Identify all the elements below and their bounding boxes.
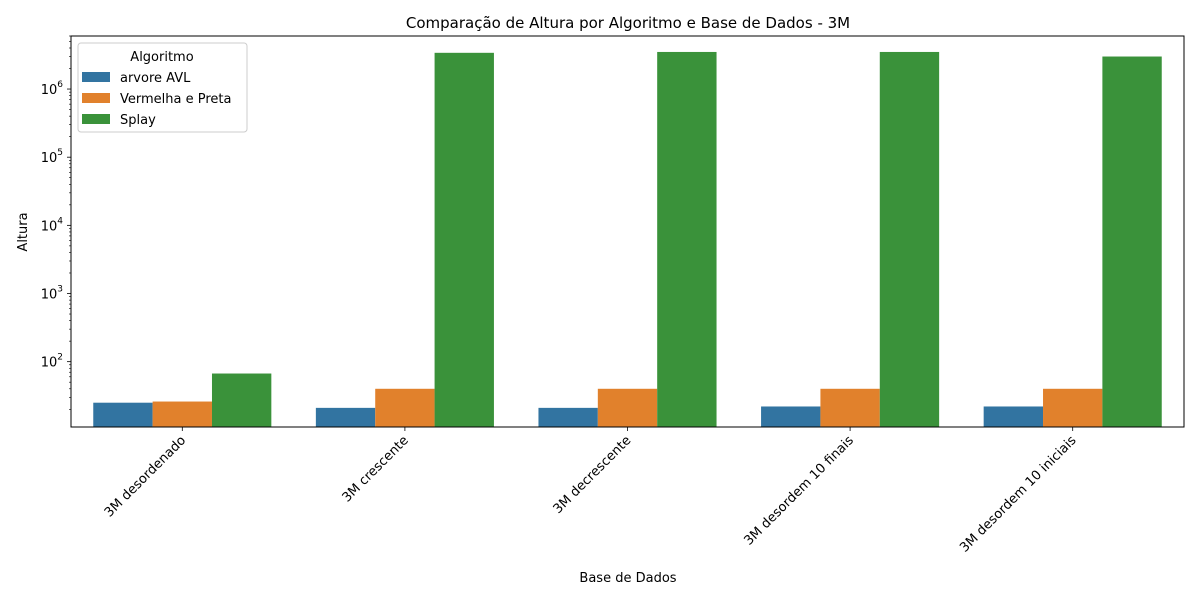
legend-frame	[77, 42, 248, 133]
legend-entry: Vermelha e Preta	[120, 92, 231, 107]
bar	[983, 406, 1044, 427]
y-tick-label: 102	[41, 353, 63, 371]
bar	[1043, 388, 1103, 427]
legend-swatch	[82, 93, 110, 103]
bar	[761, 406, 821, 427]
bar	[211, 373, 272, 427]
bar	[375, 388, 435, 427]
x-tick-label: 3M crescente	[340, 433, 412, 505]
bar	[597, 388, 658, 427]
y-axis: 102 103 104 105 106	[41, 35, 71, 410]
legend-entry: Splay	[120, 113, 156, 128]
y-tick-label: 104	[41, 216, 64, 234]
bar	[315, 407, 376, 427]
x-axis: 3M desordenado 3M crescente 3M decrescente…	[102, 427, 1080, 556]
y-tick-label: 103	[41, 285, 63, 303]
x-axis-label: Base de Dados	[579, 571, 676, 586]
bar	[820, 388, 880, 427]
x-tick-label: 3M desordem 10 finais	[742, 433, 858, 549]
plot-frame	[70, 35, 1185, 428]
legend-swatch	[82, 114, 110, 124]
y-tick-label: 106	[41, 80, 64, 98]
bar	[879, 51, 940, 427]
x-tick-label: 3M desordenado	[102, 433, 189, 520]
bar	[434, 52, 494, 427]
x-tick-label: 3M desordem 10 iniciais	[957, 433, 1079, 555]
bar	[538, 407, 598, 427]
legend: Algoritmo arvore AVL Vermelha e Preta Spla…	[77, 42, 248, 133]
bar	[152, 401, 212, 427]
x-tick-label: 3M decrescente	[551, 433, 635, 517]
y-axis-label: Altura	[16, 212, 31, 251]
bar	[657, 51, 717, 427]
bar	[1102, 56, 1162, 428]
y-tick-label: 105	[41, 148, 63, 166]
legend-entry: arvore AVL	[120, 71, 191, 86]
legend-swatch	[82, 72, 110, 82]
bars-group	[93, 51, 1162, 428]
chart-title: Comparação de Altura por Algoritmo e Bas…	[406, 14, 850, 32]
bar	[93, 402, 153, 427]
legend-title: Algoritmo	[130, 50, 193, 65]
